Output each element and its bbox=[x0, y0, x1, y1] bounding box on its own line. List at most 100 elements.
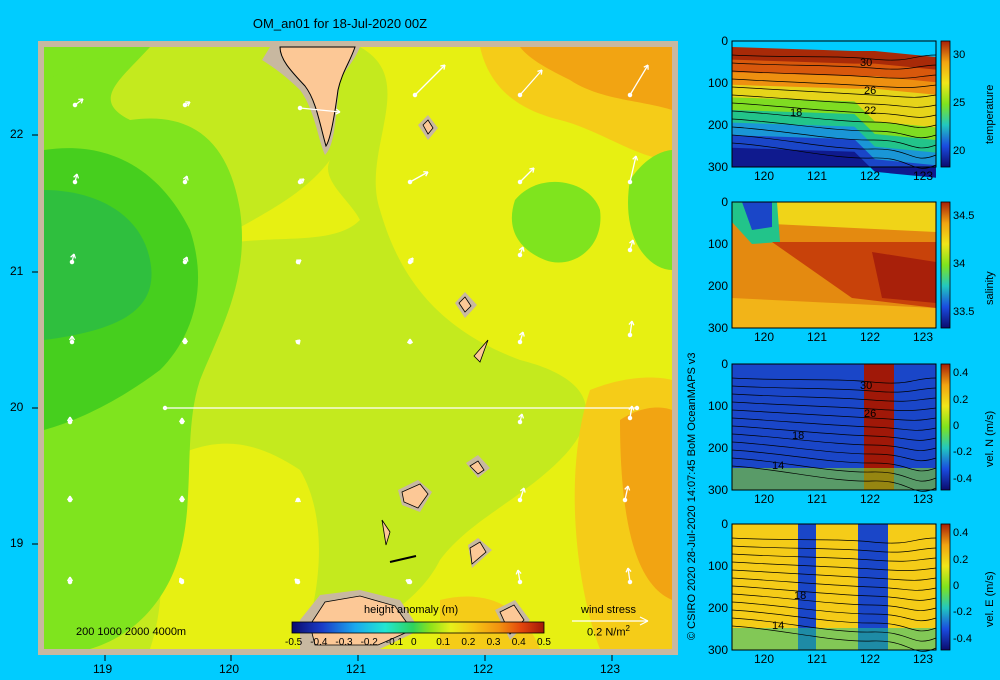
lon-tick: 123 bbox=[600, 662, 621, 676]
contour-line bbox=[731, 377, 937, 384]
panel-y-tick: 300 bbox=[707, 321, 728, 335]
panel-x-tick: 122 bbox=[860, 169, 881, 183]
wind-origin bbox=[627, 579, 633, 585]
panel-y-tick: 200 bbox=[707, 118, 728, 132]
contour-line bbox=[731, 609, 937, 632]
panel-colorbar-tick: 0 bbox=[953, 420, 960, 432]
wind-origin bbox=[69, 259, 75, 265]
colorbar-tick: 0.2 bbox=[461, 637, 476, 648]
contour-line bbox=[731, 433, 937, 451]
wind-arrow-head bbox=[518, 413, 525, 419]
credit-text: © CSIRO 2020 28-Jul-2020 14:07:45 BoM Oc… bbox=[686, 352, 698, 640]
wind-origin bbox=[182, 259, 188, 265]
wind-arrow-head bbox=[185, 101, 191, 107]
yellow-lower bbox=[150, 443, 319, 649]
panel-colorbar-label: temperature bbox=[984, 84, 996, 144]
contour-line bbox=[731, 593, 937, 611]
panel-x-tick: 123 bbox=[913, 492, 934, 506]
panel-y-tick: 0 bbox=[721, 517, 728, 531]
panel-y-tick: 0 bbox=[721, 195, 728, 209]
lon-tick: 119 bbox=[93, 662, 113, 676]
wind-title: wind stress bbox=[581, 604, 637, 616]
wind-stress-arrows bbox=[66, 64, 649, 585]
colorbar-tick: -0.1 bbox=[385, 637, 404, 648]
panel-colorbar-tick: 0.2 bbox=[953, 553, 969, 566]
wind-arrow-head bbox=[408, 257, 414, 263]
contour-line bbox=[731, 449, 937, 472]
wind-arrow-head bbox=[518, 246, 525, 252]
panel-x-tick: 122 bbox=[860, 492, 881, 506]
colorbar-tick: -0.5 bbox=[285, 637, 303, 648]
panel-colorbar bbox=[940, 40, 951, 168]
panel-x-tick: 120 bbox=[754, 330, 775, 344]
panel-colorbar-tick: 34.5 bbox=[953, 210, 975, 223]
contour-label: 14 bbox=[772, 620, 785, 632]
panel-x-tick: 123 bbox=[913, 330, 934, 344]
contour-label: 14 bbox=[772, 460, 785, 472]
panel-x-tick: 121 bbox=[807, 330, 828, 344]
panel-x-tick: 121 bbox=[807, 652, 828, 666]
lat-tick: 22 bbox=[10, 127, 24, 141]
wind-arrow bbox=[519, 167, 535, 183]
contour-line bbox=[731, 601, 937, 622]
panel-x-tick: 120 bbox=[754, 652, 775, 666]
wind-origin bbox=[517, 579, 523, 585]
panel-colorbar-tick: -0.2 bbox=[953, 606, 972, 619]
map-title: OM_an01 for 18-Jul-2020 00Z bbox=[252, 16, 428, 31]
panel-colorbar-tick: 25 bbox=[953, 97, 966, 109]
wind-arrow bbox=[624, 485, 629, 501]
contour-line bbox=[731, 118, 937, 139]
contour-line bbox=[731, 585, 937, 601]
lat-tick: 20 bbox=[10, 400, 24, 414]
wind-origin bbox=[67, 579, 73, 585]
wind-arrow-head bbox=[529, 167, 535, 173]
wind-origin bbox=[295, 579, 301, 585]
colorbar-tick: 0.3 bbox=[486, 637, 501, 648]
wind-arrow-head bbox=[182, 256, 189, 262]
wind-arrow-head bbox=[68, 335, 76, 341]
panel-y-tick: 100 bbox=[707, 559, 728, 573]
panel-y-tick: 0 bbox=[721, 34, 728, 48]
colorbar-tick: 0.5 bbox=[537, 637, 551, 648]
wind-origin bbox=[627, 179, 633, 185]
wind-arrow-head bbox=[182, 175, 189, 181]
wind-origin bbox=[407, 179, 413, 185]
panel-colorbar-tick: -0.4 bbox=[953, 632, 972, 645]
contour-line bbox=[731, 393, 937, 402]
colorbar-tick: 0 bbox=[411, 637, 417, 648]
wind-arrow-head bbox=[78, 98, 84, 104]
wind-arrow-head bbox=[294, 578, 300, 584]
contour-line bbox=[731, 102, 937, 118]
wind-arrow bbox=[414, 64, 446, 96]
wind-arrow-head bbox=[66, 576, 74, 582]
panel-colorbar-tick: 0.4 bbox=[953, 367, 969, 380]
lat-tick: 21 bbox=[10, 264, 24, 278]
contour-label: 18 bbox=[794, 590, 807, 602]
wind-origin bbox=[179, 419, 185, 425]
panel-colorbar bbox=[940, 201, 951, 329]
wind-scale-label: 0.2 N/m2 bbox=[587, 624, 630, 639]
contour-label: 26 bbox=[864, 85, 877, 97]
wind-origin bbox=[295, 497, 301, 503]
contour-line bbox=[731, 126, 937, 149]
contour-line bbox=[731, 86, 937, 98]
wind-arrow-head bbox=[178, 577, 185, 583]
wind-arrow bbox=[627, 567, 631, 583]
contour-label: 30 bbox=[860, 380, 873, 392]
contour-label: 26 bbox=[864, 408, 877, 420]
panel-colorbar-tick: -0.2 bbox=[953, 446, 972, 459]
panel-y-tick: 100 bbox=[707, 399, 728, 413]
contour-line bbox=[731, 134, 937, 159]
colorbar-tick: -0.2 bbox=[360, 637, 378, 648]
contour-line bbox=[731, 62, 937, 70]
wind-arrow-head bbox=[628, 320, 635, 326]
wind-arrow-head bbox=[515, 569, 522, 575]
wind-arrow-head bbox=[335, 108, 341, 115]
wind-origin bbox=[517, 497, 523, 503]
lon-tick: 120 bbox=[219, 662, 240, 676]
wind-origin bbox=[295, 339, 301, 345]
panel-colorbar-label: vel. E (m/s) bbox=[984, 571, 996, 627]
panel-colorbar-label: vel. N (m/s) bbox=[984, 410, 996, 467]
map-canvas[interactable] bbox=[0, 0, 690, 680]
panel-x-tick: 123 bbox=[913, 169, 934, 183]
